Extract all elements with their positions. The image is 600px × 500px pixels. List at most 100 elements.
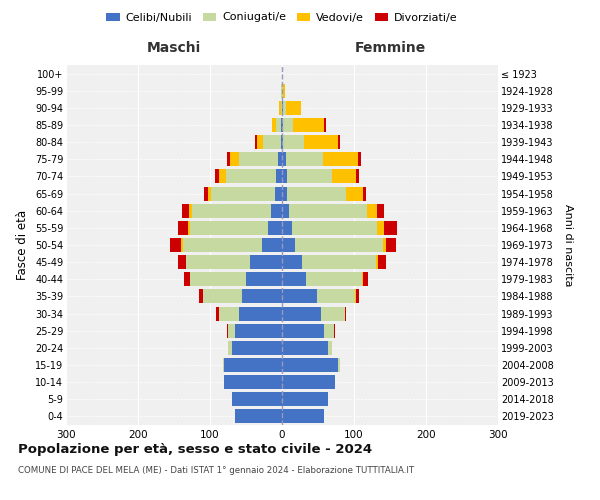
Bar xyxy=(184,272,190,286)
Bar xyxy=(282,392,328,406)
Bar xyxy=(282,186,287,200)
Bar xyxy=(227,324,228,338)
Bar xyxy=(344,306,346,320)
Bar xyxy=(282,375,335,389)
Bar xyxy=(226,170,276,183)
Bar xyxy=(223,358,224,372)
Text: COMUNE DI PACE DEL MELA (ME) - Dati ISTAT 1° gennaio 2024 - Elaborazione TUTTITA: COMUNE DI PACE DEL MELA (ME) - Dati ISTA… xyxy=(18,466,414,475)
Bar xyxy=(282,238,295,252)
Bar xyxy=(228,324,235,338)
Bar xyxy=(362,272,364,286)
Bar xyxy=(228,341,232,355)
Bar xyxy=(224,358,282,372)
Bar xyxy=(282,410,324,424)
Bar xyxy=(338,358,340,372)
Bar xyxy=(279,101,281,115)
Bar xyxy=(263,135,281,149)
Bar xyxy=(355,290,356,304)
Bar xyxy=(282,341,328,355)
Bar xyxy=(185,255,186,269)
Bar xyxy=(323,152,358,166)
Bar xyxy=(282,204,289,218)
Bar xyxy=(281,135,282,149)
Bar xyxy=(250,255,282,269)
Bar xyxy=(204,186,208,200)
Bar xyxy=(283,118,293,132)
Bar xyxy=(376,255,379,269)
Bar xyxy=(235,324,282,338)
Bar xyxy=(283,84,285,98)
Bar xyxy=(281,118,282,132)
Bar xyxy=(281,101,282,115)
Bar xyxy=(182,238,262,252)
Bar xyxy=(282,170,287,183)
Y-axis label: Fasce di età: Fasce di età xyxy=(16,210,29,280)
Bar xyxy=(256,135,257,149)
Bar xyxy=(246,272,282,286)
Bar xyxy=(364,272,368,286)
Bar xyxy=(328,341,332,355)
Bar xyxy=(282,324,324,338)
Bar xyxy=(182,204,189,218)
Text: Popolazione per età, sesso e stato civile - 2024: Popolazione per età, sesso e stato civil… xyxy=(18,442,372,456)
Bar xyxy=(272,118,275,132)
Bar xyxy=(383,238,386,252)
Bar xyxy=(268,221,282,235)
Bar xyxy=(227,152,230,166)
Bar xyxy=(379,255,386,269)
Bar xyxy=(306,272,362,286)
Bar xyxy=(282,358,338,372)
Bar xyxy=(286,152,323,166)
Bar xyxy=(282,290,317,304)
Bar xyxy=(364,186,366,200)
Bar xyxy=(218,170,226,183)
Bar xyxy=(367,204,377,218)
Bar xyxy=(334,324,335,338)
Bar xyxy=(208,186,211,200)
Bar xyxy=(332,170,356,183)
Bar xyxy=(282,118,283,132)
Bar xyxy=(377,221,383,235)
Bar xyxy=(211,186,275,200)
Bar xyxy=(230,152,239,166)
Bar xyxy=(282,152,286,166)
Bar xyxy=(178,221,188,235)
Bar xyxy=(321,306,344,320)
Bar xyxy=(292,221,377,235)
Bar xyxy=(283,135,304,149)
Bar xyxy=(383,221,397,235)
Bar xyxy=(304,135,338,149)
Bar xyxy=(324,324,334,338)
Bar xyxy=(188,221,190,235)
Bar xyxy=(282,135,283,149)
Bar xyxy=(192,204,271,218)
Bar xyxy=(189,204,192,218)
Bar xyxy=(282,101,283,115)
Bar xyxy=(287,186,346,200)
Bar xyxy=(356,170,359,183)
Bar xyxy=(232,341,282,355)
Bar xyxy=(293,118,325,132)
Bar xyxy=(178,255,185,269)
Bar xyxy=(262,238,282,252)
Bar xyxy=(217,306,218,320)
Bar xyxy=(239,152,278,166)
Bar xyxy=(242,290,282,304)
Bar xyxy=(190,272,246,286)
Bar xyxy=(282,306,321,320)
Bar xyxy=(356,290,359,304)
Bar xyxy=(271,204,282,218)
Bar xyxy=(286,101,301,115)
Bar xyxy=(283,101,286,115)
Bar xyxy=(338,135,340,149)
Bar xyxy=(287,170,332,183)
Bar xyxy=(215,170,218,183)
Bar xyxy=(199,290,203,304)
Bar xyxy=(239,306,282,320)
Bar xyxy=(276,170,282,183)
Bar xyxy=(302,255,376,269)
Bar xyxy=(346,186,364,200)
Text: Maschi: Maschi xyxy=(147,40,201,54)
Bar xyxy=(295,238,383,252)
Bar xyxy=(190,221,268,235)
